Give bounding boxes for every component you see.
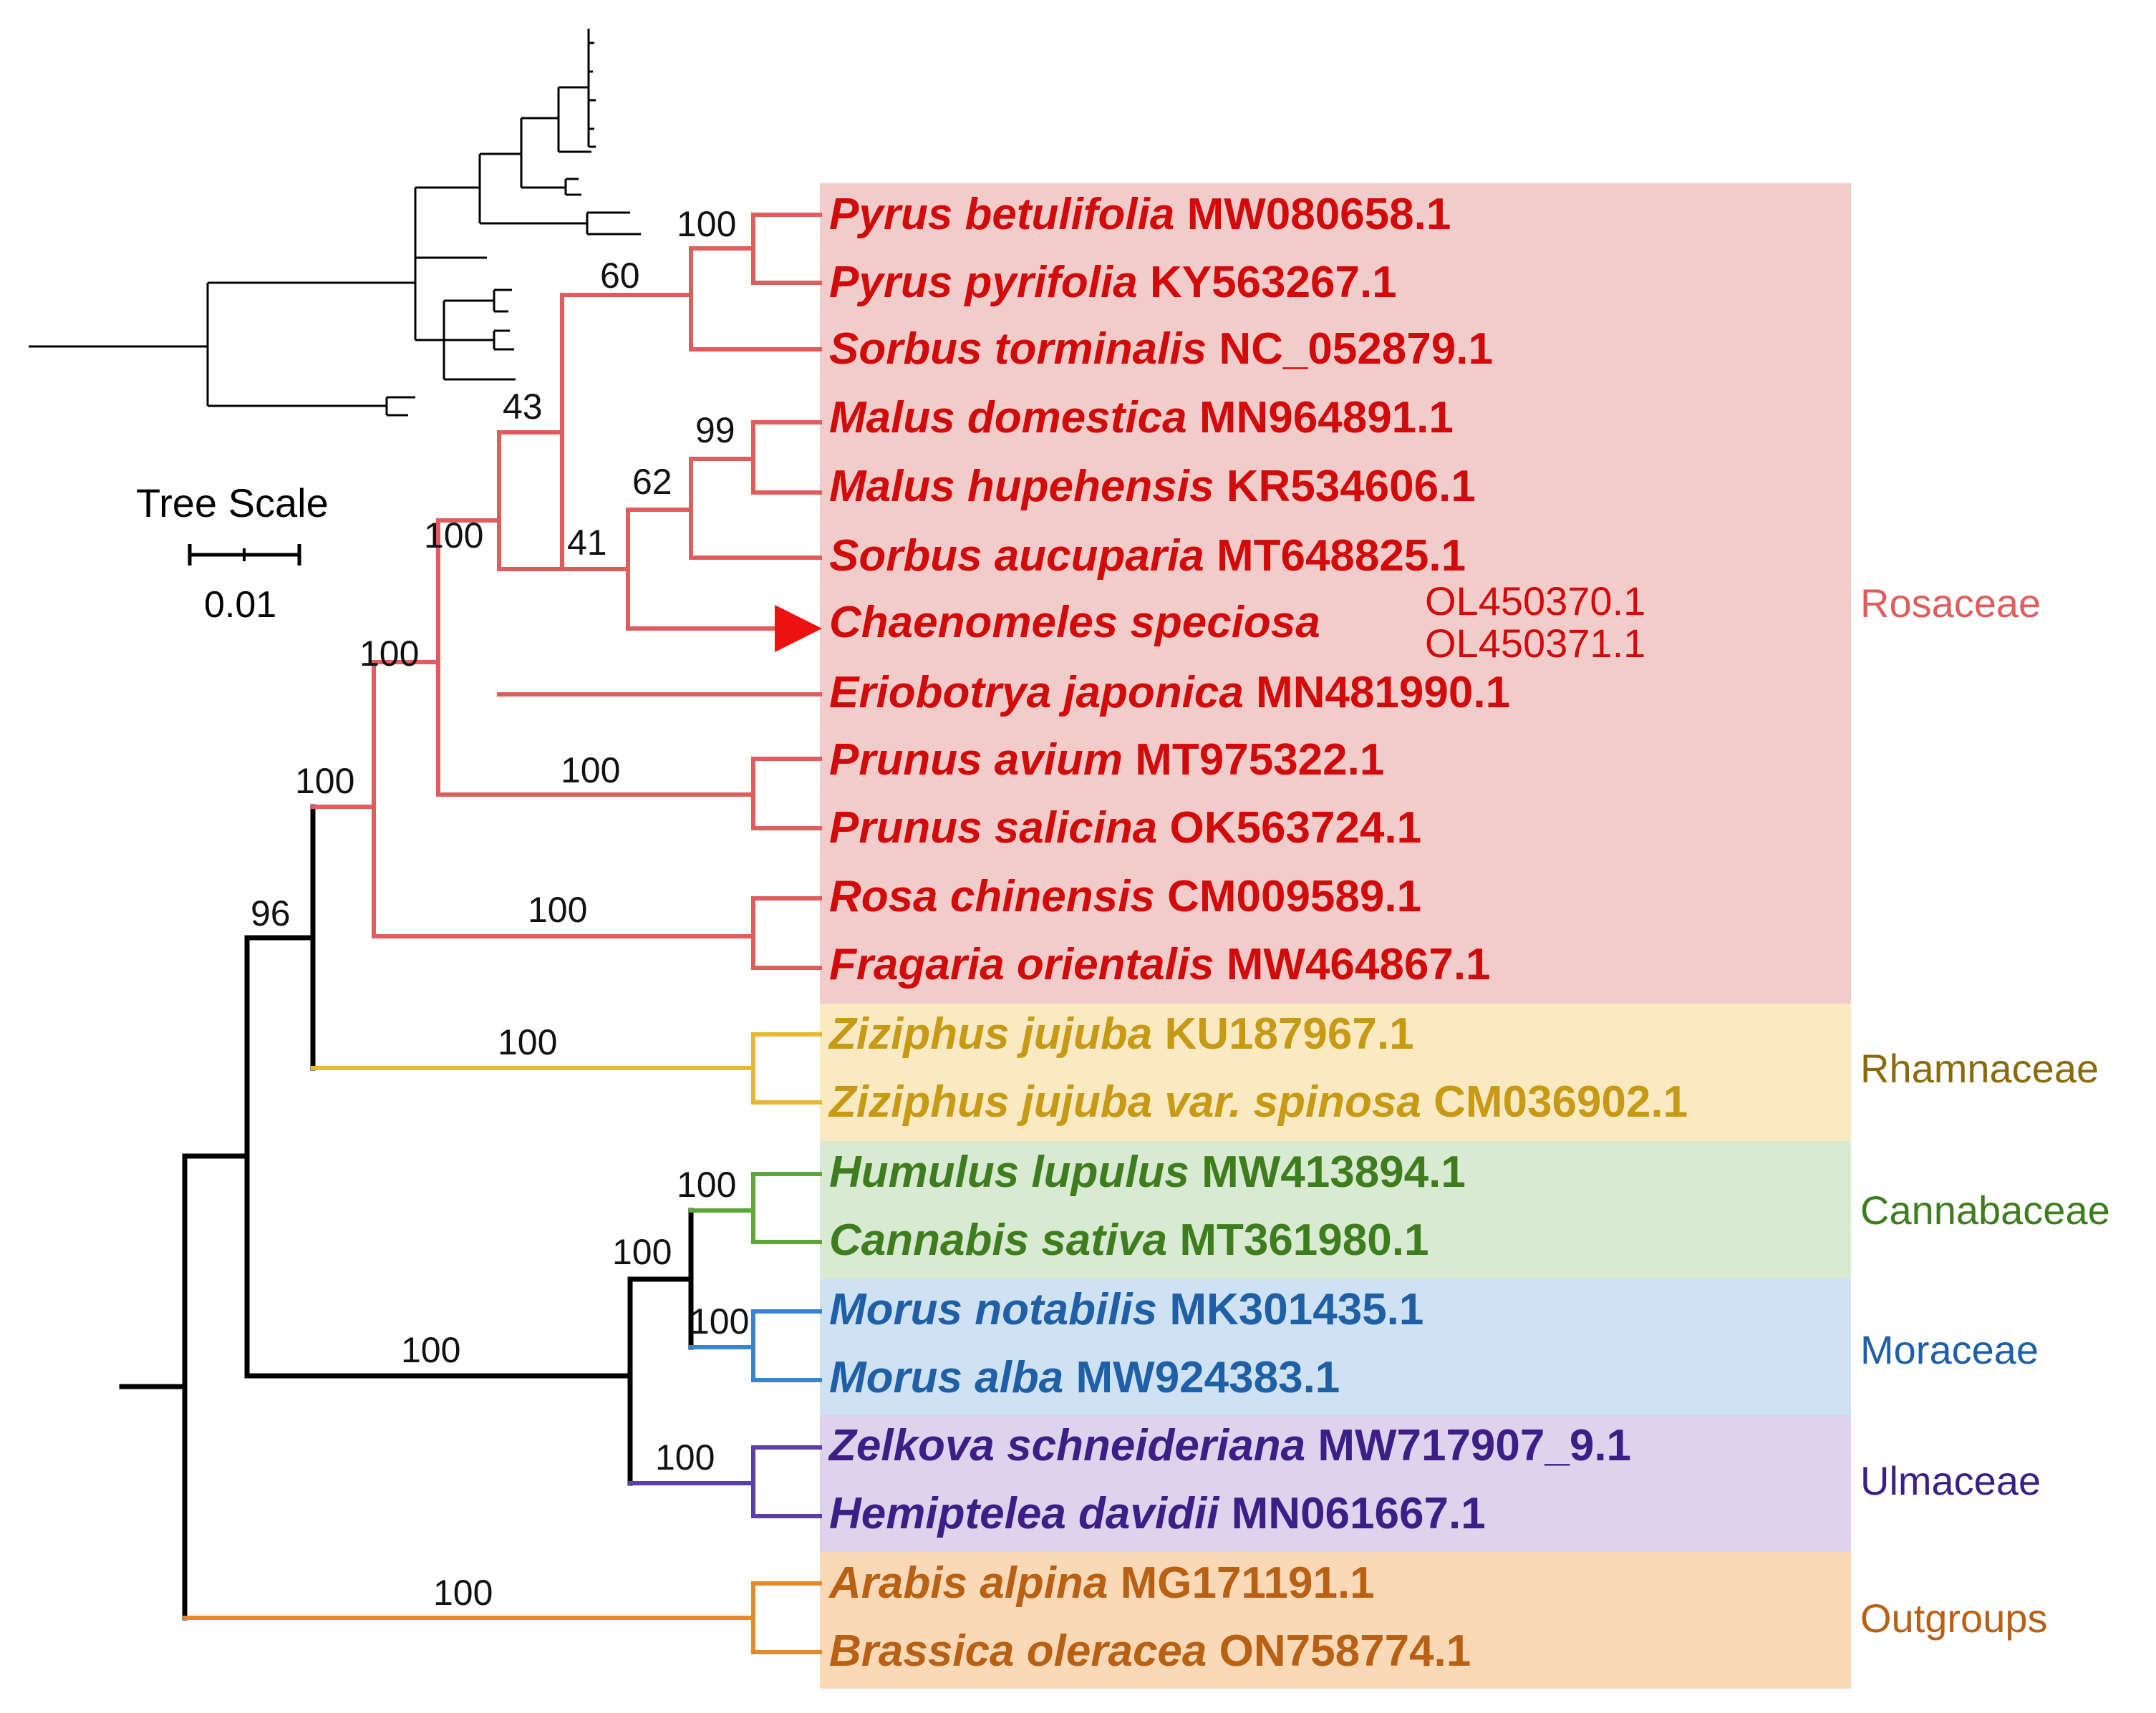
- family-label-moraceae: Moraceae: [1860, 1327, 2039, 1372]
- tree-scale-value: 0.01: [204, 584, 276, 626]
- tip-label: Eriobotrya japonica MN481990.1: [829, 668, 1510, 717]
- tip-label: Morus alba MW924383.1: [829, 1353, 1340, 1402]
- tip-label: Pyrus pyrifolia KY563267.1: [829, 258, 1397, 307]
- backbone-branches: [119, 804, 694, 1621]
- moraceae-branches: [689, 1309, 822, 1382]
- support-label: 43: [503, 387, 543, 427]
- support-label: 100: [561, 750, 620, 790]
- tip-label: Sorbus torminalis NC_052879.1: [829, 324, 1493, 374]
- support-label: 96: [251, 893, 291, 933]
- family-label-rosaceae: Rosaceae: [1860, 581, 2041, 626]
- support-label: 100: [424, 515, 483, 555]
- bg-moraceae: [820, 1278, 1851, 1415]
- support-label: 100: [528, 890, 587, 930]
- bg-ulmaceae: [820, 1415, 1851, 1552]
- tip-label: Arabis alpina MG171191.1: [828, 1558, 1375, 1608]
- overview-tree-thumbnail: [29, 29, 641, 417]
- family-label-rhamnaceae: Rhamnaceae: [1860, 1046, 2099, 1091]
- support-label: 99: [695, 410, 735, 450]
- tip-label: Zelkova schneideriana MW717907_9.1: [828, 1421, 1631, 1470]
- tree-scale-legend: Tree Scale 0.01: [136, 480, 329, 626]
- bg-rhamnaceae: [820, 1004, 1851, 1141]
- bg-rosaceae: [820, 183, 1851, 1004]
- support-label: 100: [433, 1573, 493, 1613]
- support-label: 60: [600, 256, 640, 296]
- tree-scale-title: Tree Scale: [136, 480, 329, 525]
- support-label: 100: [295, 761, 354, 801]
- rhamnaceae-branches: [311, 1032, 822, 1105]
- tip-accession-chaenomeles-2: OL450371.1: [1425, 621, 1645, 666]
- support-label: 100: [359, 634, 419, 674]
- family-label-outgroups: Outgroups: [1860, 1596, 2048, 1641]
- tip-label: Sorbus aucuparia MT648825.1: [829, 531, 1466, 581]
- cannabaceae-branches: [689, 1172, 822, 1244]
- family-labels: Rosaceae Rhamnaceae Cannabaceae Moraceae…: [1860, 581, 2110, 1641]
- tip-label: Fragaria orientalis MW464867.1: [829, 940, 1491, 989]
- bg-cannabaceae: [820, 1141, 1851, 1278]
- support-label: 62: [632, 462, 672, 502]
- tip-label: Malus domestica MN964891.1: [829, 393, 1454, 442]
- support-label: 41: [567, 523, 607, 563]
- tip-label: Ziziphus jujuba var. spinosa CM036902.1: [828, 1077, 1688, 1127]
- family-label-ulmaceae: Ulmaceae: [1860, 1458, 2041, 1503]
- support-label: 100: [677, 204, 736, 244]
- tip-label: Pyrus betulifolia MW080658.1: [829, 190, 1451, 239]
- tip-labels: Pyrus betulifolia MW080658.1 Pyrus pyrif…: [828, 190, 1688, 1676]
- support-label: 100: [401, 1330, 460, 1370]
- tree-branches: [119, 213, 822, 1654]
- ulmaceae-branches: [628, 1445, 822, 1518]
- tip-label: Prunus salicina OK563724.1: [829, 803, 1421, 853]
- chaenomeles-marker-triangle: [775, 605, 822, 652]
- support-label: 100: [677, 1165, 736, 1205]
- tip-label: Brassica oleracea ON758774.1: [829, 1626, 1471, 1676]
- rosaceae-branches: [311, 213, 822, 970]
- tip-label: Rosa chinensis CM009589.1: [829, 872, 1421, 921]
- tip-label: Humulus lupulus MW413894.1: [829, 1147, 1466, 1197]
- family-backgrounds: [820, 183, 1851, 1689]
- tip-label: Hemiptelea davidii MN061667.1: [829, 1489, 1486, 1538]
- tip-label-chaenomeles: Chaenomeles speciosa: [829, 598, 1320, 647]
- tip-label: Morus notabilis MK301435.1: [829, 1285, 1423, 1334]
- tip-label: Prunus avium MT975322.1: [829, 735, 1384, 785]
- support-label: 100: [655, 1437, 715, 1477]
- tip-label: Malus hupehensis KR534606.1: [829, 462, 1476, 511]
- tip-label: Cannabis sativa MT361980.1: [829, 1215, 1429, 1265]
- support-label: 100: [498, 1022, 557, 1062]
- support-label: 100: [612, 1232, 672, 1272]
- bg-outgroups: [820, 1552, 1851, 1689]
- tip-label: Ziziphus jujuba KU187967.1: [828, 1009, 1414, 1059]
- support-label: 100: [690, 1301, 749, 1341]
- support-values: 100 60 99 62 41 43 100 100 100 100 100 1…: [251, 204, 749, 1613]
- family-label-cannabaceae: Cannabaceae: [1860, 1188, 2110, 1233]
- tip-accession-chaenomeles-1: OL450370.1: [1425, 578, 1645, 623]
- outgroup-branches: [183, 1581, 822, 1654]
